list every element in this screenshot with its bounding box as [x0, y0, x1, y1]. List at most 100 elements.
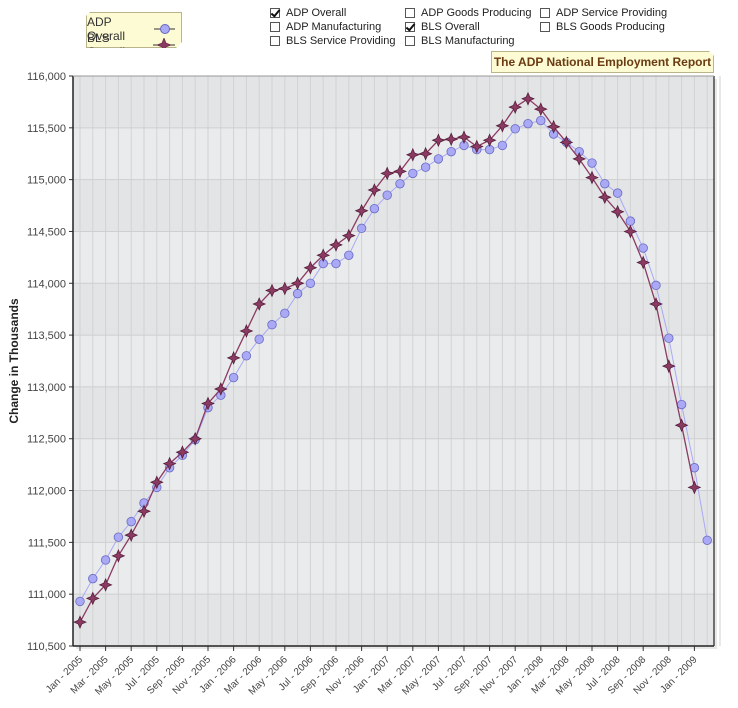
data-point[interactable] — [228, 372, 239, 383]
checkbox-icon[interactable] — [270, 36, 280, 46]
data-point[interactable] — [113, 532, 124, 542]
data-point[interactable] — [636, 255, 651, 270]
data-point[interactable] — [510, 124, 520, 134]
legend-item-adp-overall[interactable]: ADP Overall — [87, 15, 175, 43]
checkbox-icon[interactable] — [405, 36, 415, 46]
data-point[interactable] — [664, 333, 674, 343]
data-point[interactable] — [687, 480, 702, 495]
data-point[interactable] — [546, 119, 561, 134]
data-point[interactable] — [201, 396, 215, 411]
data-point[interactable] — [457, 130, 471, 145]
data-point[interactable] — [305, 278, 316, 288]
checkbox-icon[interactable] — [270, 8, 280, 18]
data-point[interactable] — [75, 596, 85, 607]
data-point[interactable] — [188, 431, 203, 446]
data-point[interactable] — [137, 504, 151, 519]
data-point[interactable] — [303, 260, 318, 275]
data-point[interactable] — [88, 573, 98, 584]
toggle-bls-service-providing[interactable]: BLS Service Providing — [270, 35, 395, 47]
data-point[interactable] — [98, 577, 113, 592]
data-point[interactable] — [508, 100, 523, 114]
data-point[interactable] — [382, 190, 392, 200]
checkbox-icon[interactable] — [540, 22, 550, 32]
data-point[interactable] — [559, 135, 574, 150]
data-point[interactable] — [341, 228, 356, 243]
data-point[interactable] — [638, 243, 648, 253]
data-point[interactable] — [393, 164, 407, 179]
data-point[interactable] — [124, 528, 139, 542]
data-point[interactable] — [254, 334, 264, 344]
checkbox-icon[interactable] — [405, 8, 415, 18]
data-point[interactable] — [280, 308, 290, 319]
data-point[interactable] — [85, 591, 100, 606]
data-point[interactable] — [292, 288, 303, 299]
toggle-adp-service-providing[interactable]: ADP Service Providing — [540, 7, 667, 19]
data-point[interactable] — [597, 190, 612, 205]
data-point[interactable] — [497, 140, 508, 151]
toggle-adp-manufacturing[interactable]: ADP Manufacturing — [270, 21, 381, 33]
data-point[interactable] — [600, 179, 610, 189]
toggle-bls-overall[interactable]: BLS Overall — [405, 21, 480, 33]
data-point[interactable] — [572, 152, 587, 166]
toggle-adp-goods-producing[interactable]: ADP Goods Producing — [405, 7, 531, 19]
data-point[interactable] — [521, 91, 535, 106]
data-point[interactable] — [239, 324, 254, 338]
data-point[interactable] — [265, 283, 279, 298]
data-point[interactable] — [446, 146, 456, 157]
data-point[interactable] — [111, 548, 126, 563]
data-point[interactable] — [587, 158, 597, 168]
data-point[interactable] — [612, 188, 623, 198]
data-point[interactable] — [469, 139, 484, 154]
data-point[interactable] — [585, 170, 599, 185]
data-point[interactable] — [367, 183, 382, 197]
toggle-bls-goods-producing[interactable]: BLS Goods Producing — [540, 21, 665, 33]
data-point[interactable] — [100, 555, 111, 565]
data-point[interactable] — [651, 280, 661, 291]
data-point[interactable] — [316, 248, 331, 263]
data-point[interactable] — [356, 223, 367, 234]
data-point[interactable] — [380, 166, 395, 181]
data-point[interactable] — [431, 133, 446, 148]
data-point[interactable] — [149, 475, 164, 490]
data-point[interactable] — [649, 297, 663, 311]
data-point[interactable] — [536, 115, 546, 126]
data-point[interactable] — [408, 168, 418, 179]
data-point[interactable] — [395, 179, 405, 189]
data-point[interactable] — [175, 445, 190, 460]
data-point[interactable] — [674, 418, 689, 433]
data-point[interactable] — [433, 154, 444, 164]
data-point[interactable] — [331, 258, 341, 269]
toggle-bls-manufacturing[interactable]: BLS Manufacturing — [405, 35, 515, 47]
data-point[interactable] — [126, 516, 136, 527]
data-point[interactable] — [226, 351, 241, 365]
checkbox-icon[interactable] — [540, 8, 550, 18]
data-point[interactable] — [252, 297, 267, 311]
data-point[interactable] — [523, 118, 533, 129]
data-point[interactable] — [623, 224, 638, 239]
data-point[interactable] — [610, 204, 625, 219]
toggle-adp-overall[interactable]: ADP Overall — [270, 7, 346, 19]
data-point[interactable] — [444, 132, 459, 147]
data-point[interactable] — [241, 351, 252, 361]
data-point[interactable] — [73, 615, 87, 630]
checkbox-icon[interactable] — [405, 22, 415, 32]
data-point[interactable] — [702, 535, 712, 545]
data-point[interactable] — [277, 281, 292, 296]
data-point[interactable] — [354, 203, 369, 218]
data-point[interactable] — [420, 162, 431, 172]
data-point[interactable] — [482, 133, 497, 148]
data-point[interactable] — [344, 250, 354, 260]
data-point[interactable] — [625, 216, 636, 226]
data-point[interactable] — [676, 399, 687, 410]
data-point[interactable] — [661, 359, 676, 374]
data-point[interactable] — [418, 146, 433, 161]
data-point[interactable] — [162, 456, 177, 471]
data-point[interactable] — [533, 102, 548, 117]
data-point[interactable] — [405, 147, 420, 162]
data-point[interactable] — [369, 203, 380, 214]
checkbox-icon[interactable] — [270, 22, 280, 32]
data-point[interactable] — [267, 320, 277, 330]
data-point[interactable] — [329, 238, 343, 252]
data-point[interactable] — [495, 118, 510, 133]
data-point[interactable] — [213, 382, 228, 396]
